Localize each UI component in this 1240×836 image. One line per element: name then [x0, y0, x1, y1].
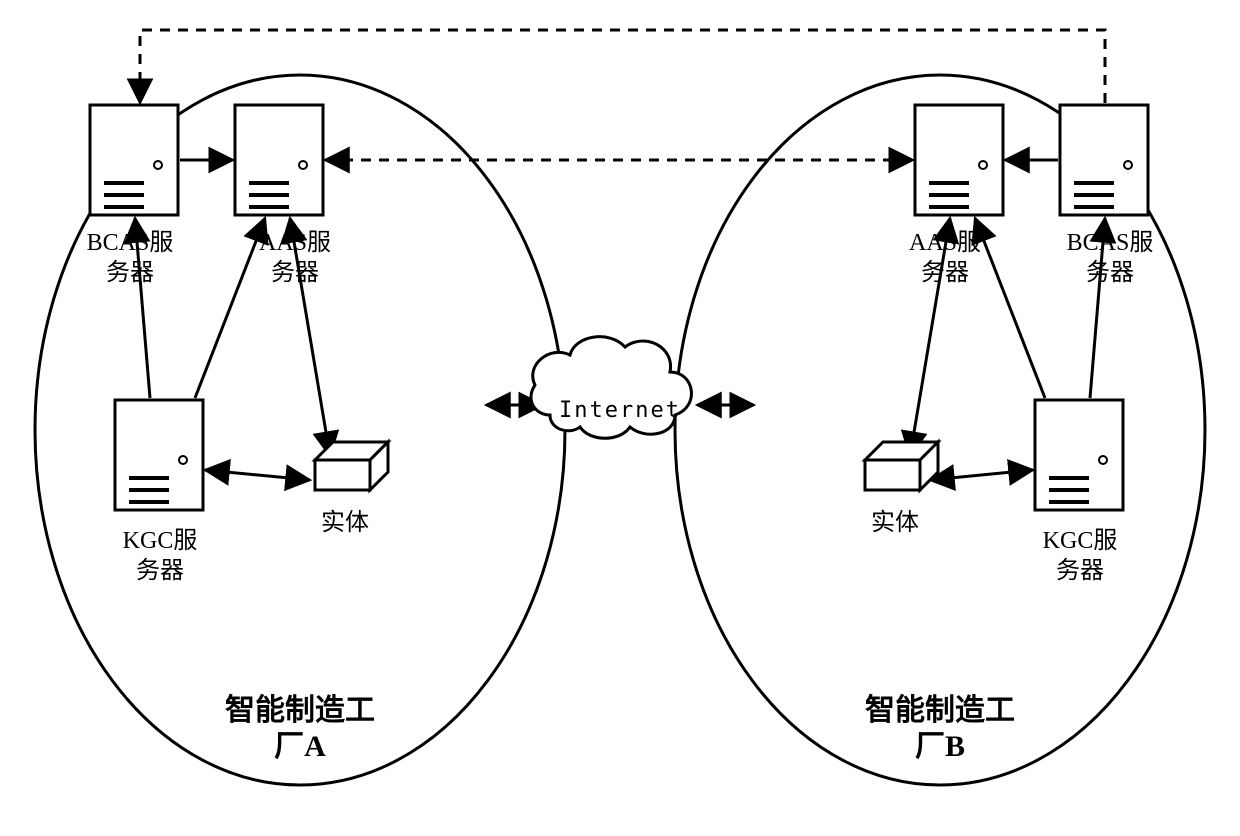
entity-label-B: 实体 — [871, 509, 919, 536]
entity-B-icon — [865, 442, 938, 490]
bcas-label-B: BCAS服务器 — [1067, 230, 1154, 286]
internet-label: Internet — [559, 398, 681, 423]
edge-A-kgc-A-aas — [195, 218, 265, 398]
edge-A-kgc-A-entity — [205, 470, 310, 480]
edge-B-kgc-B-entity — [930, 470, 1033, 480]
kgc-label-B: KGC服务器 — [1043, 528, 1118, 584]
factory-title-A: 智能制造工厂A — [225, 694, 375, 763]
kgc-server-B-icon — [1035, 400, 1123, 510]
aas-server-A-icon — [235, 105, 323, 215]
kgc-server-A-icon — [115, 400, 203, 510]
edge-bcasB-to-bcasA — [140, 30, 1105, 103]
aas-label-B: AAS服务器 — [909, 230, 981, 286]
entity-A-icon — [315, 442, 388, 490]
diagram-canvas: Internet BCAS服务器 AAS服务器 KGC服务器 实体智能制造工厂A BCAS… — [0, 0, 1240, 836]
factory-title-B: 智能制造工厂B — [865, 694, 1015, 763]
aas-server-B-icon — [915, 105, 1003, 215]
bcas-label-A: BCAS服务器 — [87, 230, 174, 286]
bcas-server-B-icon — [1060, 105, 1148, 215]
bcas-server-A-icon — [90, 105, 178, 215]
edge-B-kgc-B-aas — [975, 218, 1045, 398]
entity-label-A: 实体 — [321, 509, 369, 536]
kgc-label-A: KGC服务器 — [123, 528, 198, 584]
internet-cloud-icon — [531, 337, 691, 439]
aas-label-A: AAS服务器 — [259, 230, 331, 286]
